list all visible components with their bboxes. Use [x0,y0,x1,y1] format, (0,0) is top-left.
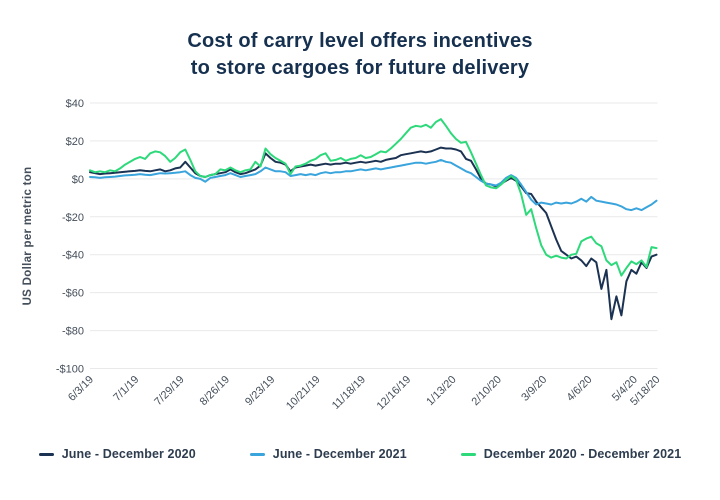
legend-swatch-navy [38,452,54,456]
y-tick-label: -$40 [62,250,84,262]
x-tick-label: 8/26/19 [198,374,232,408]
y-tick-label: -$20 [62,212,84,224]
chart-title: Cost of carry level offers incentives to… [0,28,720,82]
x-tick-label: 6/3/19 [66,374,96,404]
x-tick-label: 3/9/20 [519,374,549,404]
legend-item-december-2020-december-2021: December 2020 - December 2021 [460,447,682,461]
legend-label: June - December 2021 [272,447,407,461]
legend-item-june-december-2021: June - December 2021 [249,447,407,461]
y-tick-label: $20 [66,136,84,148]
x-tick-label: 4/6/20 [565,374,595,404]
x-tick-label: 7/1/19 [111,374,141,404]
y-tick-label: $0 [72,174,84,186]
x-tick-label: 9/23/19 [243,374,277,408]
series-line-1 [89,158,658,212]
series-line-2 [89,118,658,277]
x-tick-label: 12/16/19 [375,374,414,413]
x-tick-label: 1/13/20 [424,374,458,408]
legend-swatch-blue [249,452,265,456]
y-tick-label: -$100 [56,364,84,376]
x-tick-label: 2/10/20 [470,374,504,408]
chart-title-line2: to store cargoes for future delivery [190,57,530,79]
y-tick-label: -$60 [62,288,84,300]
y-tick-label: $40 [66,98,84,110]
y-tick-label: -$80 [62,326,84,338]
legend-swatch-green [460,452,476,456]
x-tick-label: 7/29/19 [152,374,186,408]
x-tick-label: 10/21/19 [284,374,323,413]
legend-label: December 2020 - December 2021 [483,447,682,461]
legend-item-june-december-2020: June - December 2020 [38,447,196,461]
x-tick-label: 11/18/19 [330,374,368,412]
legend-label: June - December 2020 [61,447,196,461]
chart-legend: June - December 2020 June - December 202… [0,443,720,465]
series-line-0 [89,146,658,321]
chart-title-line1: Cost of carry level offers incentives [187,30,533,52]
